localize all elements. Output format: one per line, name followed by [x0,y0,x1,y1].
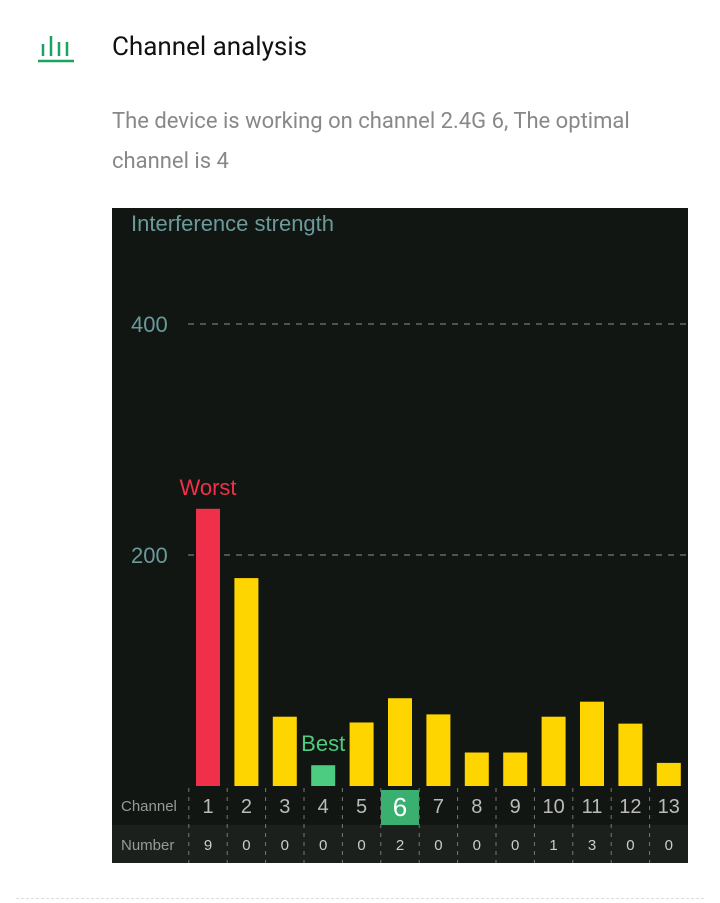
channel-label: 3 [279,796,290,818]
chart-title: Interference strength [131,211,334,236]
bar-channel-7 [426,714,451,786]
number-value: 3 [588,837,596,854]
bar-channel-11 [580,701,604,786]
number-row-label: Number [121,837,174,854]
channel-row-label: Channel [121,798,177,815]
channel-label: 13 [658,796,680,818]
worst-label: Worst [179,475,236,500]
number-row [112,825,688,863]
bar-channel-1 [196,508,220,786]
channel-label: 5 [356,796,367,818]
channel-label: 4 [318,796,329,818]
channel-label: 12 [619,796,641,818]
channel-label: 11 [582,796,603,818]
channel-description: The device is working on channel 2.4G 6,… [112,109,630,174]
number-value: 0 [319,837,327,854]
bar-channel-4 [311,765,336,786]
bar-channel-13 [656,762,681,786]
bar-channel-8 [464,752,489,786]
number-value: 0 [626,837,634,854]
interference-chart: Interference strength 200400ChannelNumbe… [112,208,688,863]
bar-chart-icon [38,36,74,63]
current-channel-highlight [381,790,419,825]
number-value: 0 [242,837,250,854]
number-value: 1 [549,837,557,854]
number-value: 0 [665,837,673,854]
channel-label: 7 [433,796,444,818]
number-value: 0 [473,837,481,854]
number-value: 0 [434,837,442,854]
y-tick-label: 200 [131,543,168,568]
number-value: 9 [204,837,212,854]
number-value: 0 [281,837,289,854]
number-value: 0 [357,837,365,854]
number-value: 0 [511,837,519,854]
bar-channel-9 [503,752,528,786]
channel-label: 9 [510,796,521,818]
channel-label: 1 [202,796,213,818]
bar-channel-6 [388,698,412,786]
bar-channel-10 [541,716,566,786]
bar-channel-3 [272,716,297,786]
bar-channel-5 [349,722,374,786]
channel-label: 8 [471,796,482,818]
bar-channel-2 [234,578,259,786]
y-tick-label: 400 [131,312,168,337]
bar-channel-12 [618,723,643,786]
best-label: Best [301,731,345,756]
number-value: 2 [396,837,404,854]
channel-label: 6 [393,792,407,822]
channel-label: 10 [542,796,564,818]
section-title: Channel analysis [112,32,308,62]
channel-label: 2 [241,796,252,818]
divider [16,898,704,899]
